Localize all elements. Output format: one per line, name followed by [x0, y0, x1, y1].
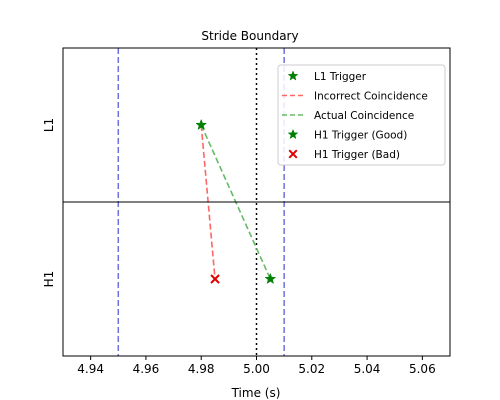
legend-label-4: H1 Trigger (Bad)	[314, 149, 400, 161]
legend: L1 Trigger Incorrect Coincidence Actual Co…	[278, 65, 445, 165]
row-label-l1: L1	[42, 118, 56, 132]
x-ticks: 4.94 4.96 4.98 5.00 5.02 5.04 5.06	[77, 356, 435, 376]
x-tick-label-1: 4.96	[133, 362, 160, 376]
legend-label-2: Actual Coincidence	[314, 110, 414, 122]
row-labels: L1 H1	[42, 118, 56, 288]
x-tick-label-6: 5.06	[409, 362, 436, 376]
legend-label-1: Incorrect Coincidence	[314, 91, 428, 103]
legend-label-3: H1 Trigger (Good)	[314, 130, 407, 142]
chart-title: Stride Boundary	[201, 29, 298, 43]
x-tick-label-5: 5.04	[354, 362, 381, 376]
x-tick-label-4: 5.02	[298, 362, 325, 376]
x-axis-label: Time (s)	[231, 386, 281, 400]
row-label-h1: H1	[42, 271, 56, 288]
x-tick-label-3: 5.00	[243, 362, 270, 376]
x-tick-label-0: 4.94	[77, 362, 104, 376]
x-tick-label-2: 4.98	[188, 362, 215, 376]
legend-label-0: L1 Trigger	[314, 71, 367, 83]
